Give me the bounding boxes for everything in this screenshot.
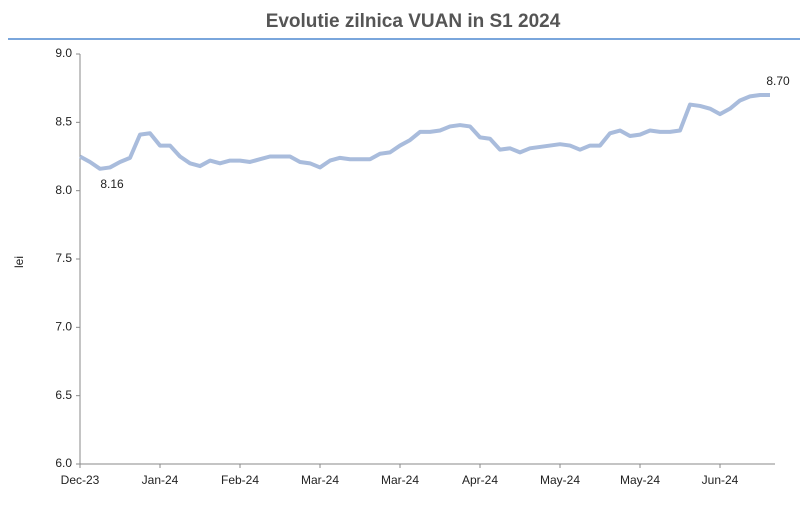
- y-tick-label: 6.5: [55, 388, 72, 402]
- chart-title: Evolutie zilnica VUAN in S1 2024: [266, 11, 561, 32]
- y-tick-label: 7.5: [55, 251, 72, 265]
- x-tick-label: May-24: [540, 473, 580, 487]
- x-tick-label: Jan-24: [142, 473, 179, 487]
- x-tick-label: Dec-23: [61, 473, 100, 487]
- y-tick-label: 9.0: [55, 46, 72, 60]
- x-tick-label: Mar-24: [381, 473, 419, 487]
- y-axis-label: lei: [12, 256, 26, 268]
- data-label: 8.70: [766, 74, 790, 88]
- line-series: [79, 93, 770, 171]
- y-tick-label: 8.0: [55, 183, 72, 197]
- data-label: 8.16: [100, 177, 124, 191]
- y-tick-label: 6.0: [55, 456, 72, 470]
- y-tick-label: 7.0: [55, 320, 72, 334]
- x-tick-label: Apr-24: [462, 473, 498, 487]
- y-tick-label: 8.5: [55, 115, 72, 129]
- x-tick-label: Jun-24: [702, 473, 739, 487]
- x-tick-label: May-24: [620, 473, 660, 487]
- x-tick-label: Feb-24: [221, 473, 259, 487]
- x-tick-label: Mar-24: [301, 473, 339, 487]
